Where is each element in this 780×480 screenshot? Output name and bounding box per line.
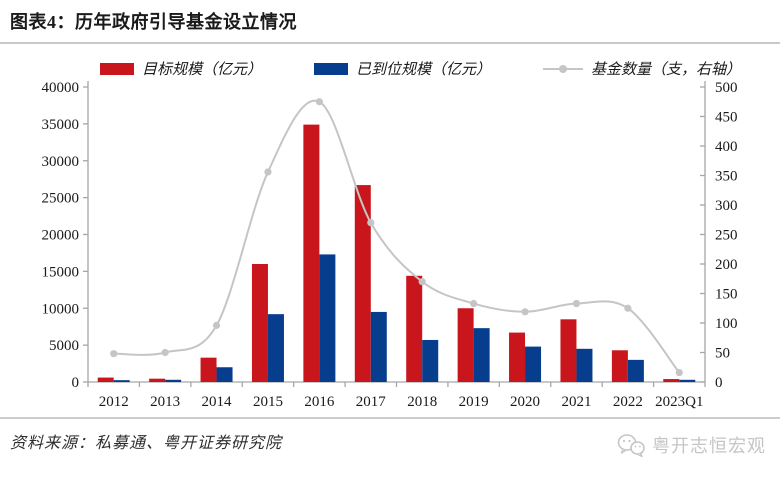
- axis-ticks: [83, 86, 706, 387]
- svg-text:250: 250: [715, 228, 738, 244]
- svg-text:2016: 2016: [304, 394, 335, 410]
- svg-text:400: 400: [715, 139, 738, 155]
- legend-item-paidin: 已到位规模（亿元）: [314, 58, 491, 79]
- svg-text:2023Q1: 2023Q1: [655, 394, 703, 410]
- svg-text:50: 50: [715, 346, 730, 362]
- svg-text:2017: 2017: [356, 394, 387, 410]
- chart-area: 0 5000 10000 15000 20000 25000 30000 35000 40000…: [0, 75, 780, 420]
- data-source: 资料来源：私募通、粤开证券研究院: [10, 435, 283, 452]
- svg-text:500: 500: [715, 80, 738, 96]
- target-swatch: [100, 62, 134, 75]
- legend-label: 目标规模（亿元）: [142, 62, 263, 78]
- paidin-swatch: [314, 62, 349, 75]
- svg-text:300: 300: [715, 198, 738, 214]
- svg-text:150: 150: [715, 287, 738, 303]
- svg-text:2021: 2021: [561, 394, 591, 410]
- svg-text:350: 350: [715, 169, 738, 185]
- axes: [87, 81, 706, 383]
- footer-divider: [0, 417, 780, 419]
- svg-text:5000: 5000: [49, 338, 79, 354]
- svg-text:2015: 2015: [253, 394, 283, 410]
- svg-text:100: 100: [715, 316, 738, 332]
- svg-text:2014: 2014: [202, 394, 233, 410]
- svg-text:0: 0: [715, 375, 723, 391]
- marker-dot-icon: [559, 64, 568, 73]
- wechat-icon: [617, 434, 645, 457]
- legend-item-count: 基金数量（支，右轴）: [543, 58, 741, 79]
- watermark: 粤开志恒宏观: [616, 432, 766, 458]
- count-swatch: [543, 64, 584, 73]
- axis-labels: 0500010000150002000025000300003500040000…: [42, 80, 738, 410]
- bars: [97, 124, 696, 383]
- svg-text:200: 200: [715, 257, 738, 273]
- legend: 目标规模（亿元） 已到位规模（亿元） 基金数量（支，右轴）: [100, 58, 741, 79]
- chart-title: 图表4：历年政府引导基金设立情况: [10, 12, 297, 32]
- svg-text:20000: 20000: [42, 228, 80, 244]
- svg-text:2018: 2018: [407, 394, 437, 410]
- svg-text:450: 450: [715, 110, 738, 126]
- svg-text:0: 0: [72, 375, 80, 391]
- svg-text:2012: 2012: [99, 394, 129, 410]
- svg-text:2013: 2013: [150, 394, 180, 410]
- svg-text:10000: 10000: [42, 301, 80, 317]
- svg-text:30000: 30000: [42, 154, 80, 170]
- title-divider: [0, 42, 780, 44]
- legend-item-target: 目标规模（亿元）: [100, 58, 262, 79]
- legend-label: 已到位规模（亿元）: [356, 62, 492, 78]
- legend-label: 基金数量（支，右轴）: [591, 62, 742, 78]
- svg-text:2020: 2020: [510, 394, 540, 410]
- svg-text:35000: 35000: [42, 117, 80, 133]
- watermark-text: 粤开志恒宏观: [652, 436, 766, 456]
- count-line: [110, 98, 683, 377]
- svg-text:25000: 25000: [42, 191, 80, 207]
- chart-canvas: 0500010000150002000025000300003500040000…: [42, 80, 738, 410]
- svg-text:15000: 15000: [42, 264, 80, 280]
- svg-text:40000: 40000: [42, 80, 80, 96]
- svg-text:2022: 2022: [613, 394, 643, 410]
- svg-text:2019: 2019: [459, 394, 489, 410]
